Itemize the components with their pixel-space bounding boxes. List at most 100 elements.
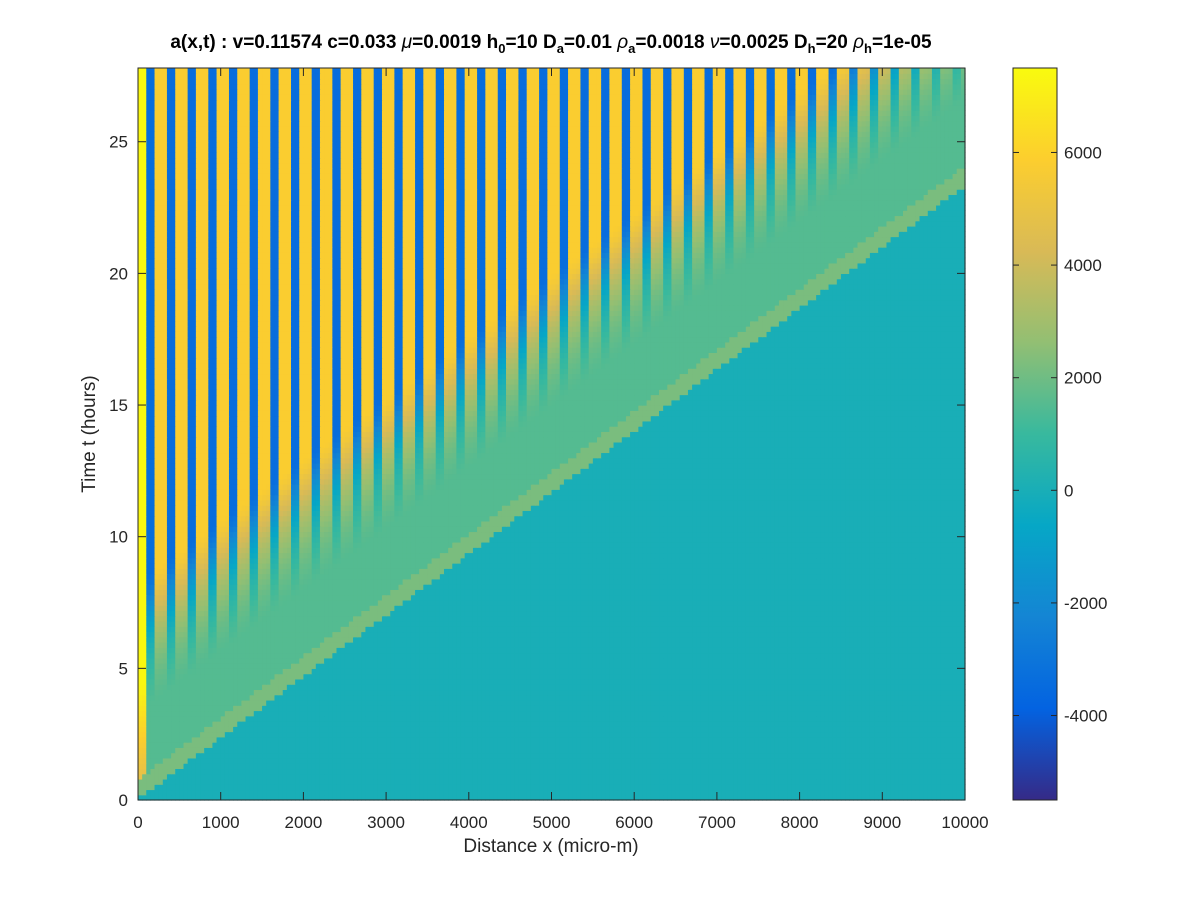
heatmap-cell [411,747,416,753]
heatmap-cell [907,768,912,774]
heatmap-cell [729,768,734,774]
heatmap-cell [138,674,143,680]
heatmap-cell [618,716,623,722]
heatmap-cell [481,710,486,716]
heatmap-cell [461,774,466,780]
heatmap-cell [291,710,296,716]
heatmap-cell [725,716,730,722]
heatmap-cell [345,774,350,780]
heatmap-cell [684,768,689,774]
heatmap-cell [188,679,193,685]
heatmap-cell [419,753,424,759]
heatmap-cell [738,763,743,769]
heatmap-cell [295,747,300,753]
heatmap-cell [713,763,718,769]
heatmap-cell [502,700,507,706]
heatmap-cell [535,710,540,716]
heatmap-cell [655,700,660,706]
heatmap-cell [775,689,780,695]
heatmap-cell [771,768,776,774]
heatmap-cell [535,721,540,727]
heatmap-cell [750,710,755,716]
heatmap-cell [948,737,953,743]
heatmap-cell [518,679,523,685]
heatmap-cell [713,695,718,701]
heatmap-cell [547,716,552,722]
heatmap-cell [667,763,672,769]
heatmap-cell [957,689,962,695]
heatmap-cell [514,726,519,732]
heatmap-cell [891,732,896,738]
heatmap-cell [175,721,180,727]
heatmap-cell [539,753,544,759]
heatmap-cell [510,695,515,701]
heatmap-cell [378,721,383,727]
heatmap-cell [312,710,317,716]
heatmap-cell [436,753,441,759]
heatmap-cell [630,684,635,690]
heatmap-cell [804,689,809,695]
heatmap-cell [560,737,565,743]
heatmap-cell [336,710,341,716]
heatmap-cell [622,768,627,774]
heatmap-cell [903,679,908,685]
heatmap-cell [568,774,573,780]
heatmap-cell [957,732,962,738]
heatmap-cell [535,758,540,764]
heatmap-cell [899,700,904,706]
heatmap-cell [634,668,639,674]
heatmap-cell [444,716,449,722]
heatmap-cell [911,689,916,695]
heatmap-cell [390,674,395,680]
heatmap-cell [287,742,292,748]
heatmap-cell [820,789,825,795]
heatmap-cell [510,789,515,795]
heatmap-cell [237,684,242,690]
heatmap-cell [465,716,470,722]
heatmap-cell [862,779,867,785]
heatmap-cell [940,705,945,711]
heatmap-cell [601,737,606,743]
heatmap-cell [746,726,751,732]
heatmap-cell [208,789,213,795]
heatmap-cell [407,684,412,690]
heatmap-cell [614,695,619,701]
heatmap-cell [461,784,466,790]
heatmap-cell [547,763,552,769]
heatmap-cell [886,742,891,748]
heatmap-cell [394,774,399,780]
heatmap-cell [159,732,164,738]
heatmap-cell [829,684,834,690]
heatmap-cell [779,737,784,743]
heatmap-cell [870,721,875,727]
heatmap-cell [225,737,230,743]
heatmap-cell [336,721,341,727]
heatmap-cell [287,763,292,769]
heatmap-cell [370,737,375,743]
heatmap-cell [857,716,862,722]
heatmap-cell [374,700,379,706]
heatmap-cell [680,726,685,732]
heatmap-cell [163,674,168,680]
heatmap-cell [527,674,532,680]
heatmap-cell [771,726,776,732]
heatmap-cell [878,695,883,701]
heatmap-cell [709,689,714,695]
heatmap-cell [258,710,263,716]
heatmap-cell [345,705,350,711]
heatmap-cell [874,689,879,695]
heatmap-cell [212,705,217,711]
heatmap-cell [188,668,193,674]
heatmap-cell [597,710,602,716]
heatmap-cell [155,747,160,753]
heatmap-cell [411,732,416,738]
heatmap-cell [353,758,358,764]
heatmap-cell [171,753,176,759]
heatmap-cell [853,668,858,674]
heatmap-cell [357,674,362,680]
heatmap-cell [758,737,763,743]
heatmap-cell [800,689,805,695]
heatmap-cell [262,668,267,674]
heatmap-cell [754,768,759,774]
heatmap-cell [481,700,486,706]
